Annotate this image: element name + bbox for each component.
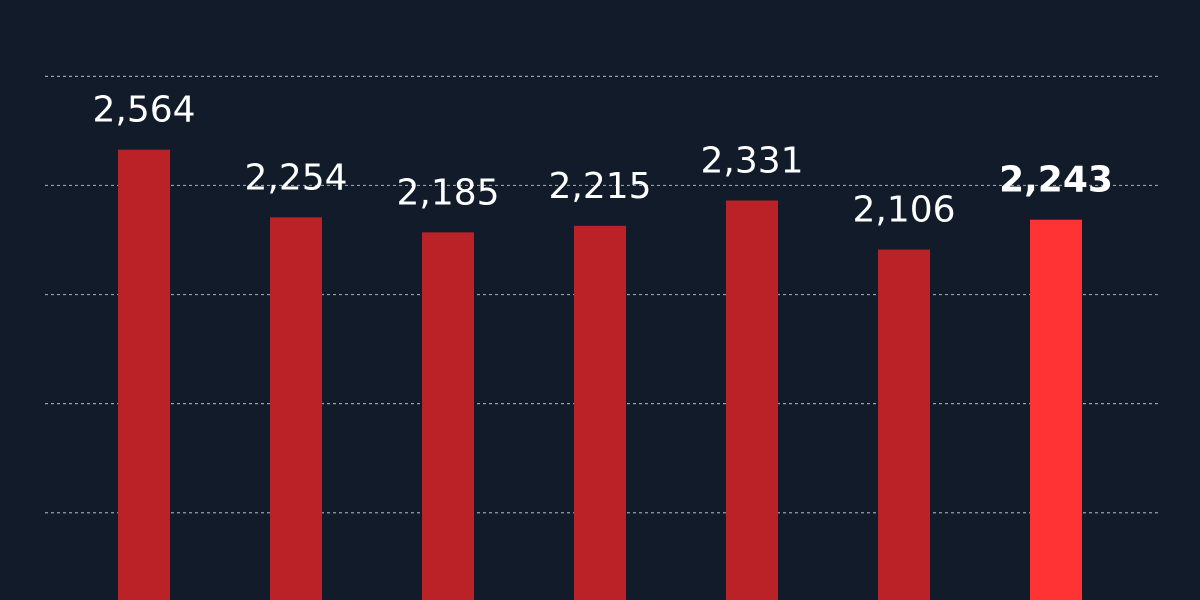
bar [422, 232, 474, 600]
value-label: 2,215 [548, 166, 651, 207]
bar [1030, 219, 1082, 600]
value-label: 2,243 [999, 160, 1113, 201]
value-label: 2,331 [700, 141, 803, 182]
bar [270, 217, 322, 600]
bar [118, 149, 170, 600]
bar [726, 200, 778, 600]
value-label: 2,185 [396, 172, 499, 213]
value-label: 2,564 [92, 90, 195, 131]
bar [574, 225, 626, 600]
value-label: 2,254 [244, 157, 347, 198]
value-label: 2,106 [852, 190, 955, 231]
bar [878, 249, 930, 600]
